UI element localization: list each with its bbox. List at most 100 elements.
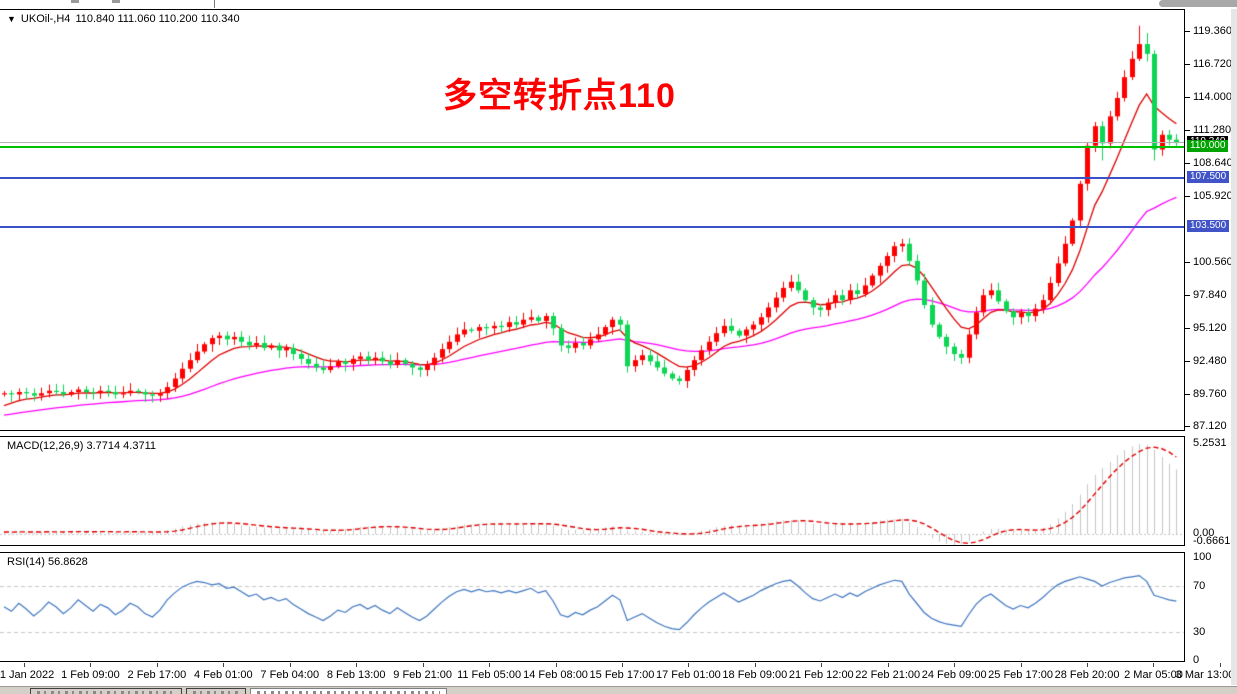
time-tick [1153, 663, 1154, 667]
time-tick [888, 663, 889, 667]
price-tick [1185, 328, 1190, 329]
symbol-period-label: UKOil-,H4 [20, 13, 71, 25]
rsi-axis-label: 30 [1193, 626, 1206, 638]
main-chart-pane[interactable]: ▼ UKOil-,H4 110.840 111.060 110.200 110.… [0, 9, 1185, 431]
time-tick [24, 663, 25, 667]
time-tick-label: 2 Mar 05:00 [1124, 669, 1183, 681]
price-level-line-107.5 [0, 177, 1184, 179]
macd-axis-label: 5.2531 [1193, 437, 1227, 449]
annotation-text: 多空转折点110 [443, 77, 676, 115]
price-badge-103.500: 103.500 [1187, 220, 1230, 232]
toolbar-strip [0, 0, 1237, 9]
time-tick [755, 663, 756, 667]
macd-axis-label: -0.6661 [1193, 535, 1231, 547]
price-level-line-103.5 [0, 226, 1184, 228]
price-axis[interactable]: 119.360 116.720 114.000 111.280 108.640 105.9… [1185, 9, 1237, 684]
price-tick [1185, 163, 1190, 164]
price-tick [1185, 97, 1190, 98]
price-tick-label: 92.480 [1193, 355, 1227, 367]
time-tick [1021, 663, 1022, 667]
price-tick-label: 87.120 [1193, 420, 1227, 432]
price-level-line-110.34 [0, 142, 1184, 143]
time-tick-label: 17 Feb 01:00 [655, 669, 721, 681]
price-tick-label: 108.640 [1193, 157, 1233, 169]
macd-axis-label: 0.00 [1193, 527, 1215, 539]
time-tick [290, 663, 291, 667]
macd-label: MACD(12,26,9) 3.7714 4.3711 [7, 440, 156, 452]
time-tick-label: 4 Feb 01:00 [193, 669, 253, 681]
time-tick [622, 663, 623, 667]
macd-canvas[interactable] [0, 437, 1184, 545]
rsi-label: RSI(14) 56.8628 [7, 556, 88, 568]
chart-tab[interactable] [186, 688, 246, 694]
rsi-canvas[interactable] [0, 553, 1184, 661]
time-tick [489, 663, 490, 667]
tab-text-sliver [193, 691, 239, 694]
time-tick [954, 663, 955, 667]
time-tick-label: 18 Feb 09:00 [722, 669, 788, 681]
chart-title: ▼ UKOil-,H4 110.840 111.060 110.200 110.… [7, 13, 240, 25]
time-tick-label: 15 Feb 17:00 [589, 669, 655, 681]
price-tick [1185, 361, 1190, 362]
price-tick [1185, 196, 1190, 197]
time-tick-label: 7 Feb 04:00 [260, 669, 320, 681]
time-tick [223, 663, 224, 667]
price-level-line-110 [0, 146, 1184, 148]
price-tick-label: 114.000 [1193, 91, 1232, 103]
time-tick [688, 663, 689, 667]
time-tick-label: 31 Jan 2022 [0, 669, 55, 681]
price-tick [1185, 295, 1190, 296]
price-tick-label: 89.760 [1193, 388, 1227, 400]
price-tick [1185, 31, 1190, 32]
time-tick [356, 663, 357, 667]
tab-text-sliver [37, 691, 175, 694]
collapse-triangle-icon[interactable]: ▼ [7, 14, 16, 24]
price-tick-label: 95.120 [1193, 322, 1227, 334]
time-tick-label: 21 Feb 12:00 [788, 669, 854, 681]
price-tick [1185, 262, 1190, 263]
toolbar-button-sliver[interactable] [112, 0, 120, 3]
price-tick-label: 119.360 [1193, 25, 1232, 37]
time-tick-label: 2 Feb 17:00 [127, 669, 187, 681]
price-tick [1185, 130, 1190, 131]
toolbar-button-sliver[interactable] [71, 0, 79, 3]
time-axis[interactable]: 31 Jan 2022 1 Feb 09:00 2 Feb 17:00 4 Feb 0… [0, 663, 1237, 685]
price-tick-label: 111.280 [1193, 124, 1232, 136]
chart-tab-active[interactable] [250, 688, 447, 694]
price-tick-label: 116.720 [1193, 58, 1232, 70]
price-tick [1185, 394, 1190, 395]
time-tick-label: 14 Feb 08:00 [523, 669, 588, 681]
time-tick [157, 663, 158, 667]
time-tick-label: 1 Feb 09:00 [61, 669, 120, 681]
rsi-pane[interactable]: RSI(14) 56.8628 [0, 552, 1185, 662]
time-tick-label: 22 Feb 21:00 [855, 669, 921, 681]
chart-tabs-bar [0, 686, 1237, 694]
time-tick [821, 663, 822, 667]
tab-text-sliver [257, 691, 440, 694]
rsi-axis-label: 70 [1193, 580, 1206, 592]
time-tick-label: 3 Mar 13:00 [1175, 669, 1235, 681]
price-tick-label: 105.920 [1193, 190, 1233, 202]
price-badge-107.500: 107.500 [1187, 171, 1230, 183]
time-tick-label: 8 Feb 13:00 [326, 669, 386, 681]
time-tick-label: 28 Feb 20:00 [1054, 669, 1120, 681]
time-tick [556, 663, 557, 667]
right-edge-strip [1231, 9, 1237, 685]
macd-pane[interactable]: MACD(12,26,9) 3.7714 4.3711 [0, 436, 1185, 546]
toolbar-separator [214, 0, 215, 8]
price-chart-canvas[interactable] [0, 10, 1184, 431]
price-tick [1185, 426, 1190, 427]
time-tick-label: 25 Feb 17:00 [988, 669, 1054, 681]
price-tick-label: 100.560 [1193, 256, 1233, 268]
time-tick [90, 663, 91, 667]
horizontal-scrollbar-thumb[interactable] [1159, 0, 1237, 7]
rsi-axis-label: 100 [1193, 551, 1212, 563]
time-tick [1087, 663, 1088, 667]
time-tick [423, 663, 424, 667]
price-tick-label: 97.840 [1193, 289, 1227, 301]
chart-tab[interactable] [30, 688, 182, 694]
time-tick-label: 24 Feb 09:00 [921, 669, 987, 681]
price-badge-110.000: 110.000 [1187, 140, 1229, 152]
ohlc-values: 110.840 111.060 110.200 110.340 [75, 13, 240, 25]
